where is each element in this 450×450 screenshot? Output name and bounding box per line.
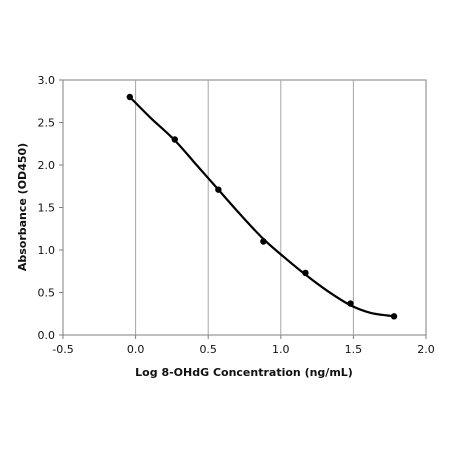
x-tick-label: 2.0 (417, 343, 435, 356)
y-tick-label: 0.5 (38, 287, 56, 300)
x-tick-label: 1.5 (345, 343, 363, 356)
data-point (347, 300, 354, 307)
x-tick-label: -0.5 (52, 343, 73, 356)
y-tick-label: 0.0 (38, 329, 56, 342)
y-axis-title: Absorbance (OD450) (16, 143, 29, 271)
plot-area (62, 79, 427, 336)
y-tick-label: 1.5 (38, 202, 56, 215)
data-point (260, 238, 267, 245)
tick-labels: -0.5 0.0 0.5 1.0 1.5 2.00.00.51.01.52.02.53.0 (38, 74, 435, 356)
x-tick-label: 1.0 (272, 343, 290, 356)
data-point (215, 186, 222, 193)
grid-lines (59, 79, 427, 339)
x-tick-label: 0.5 (199, 343, 217, 356)
x-tick-label: 0.0 (127, 343, 145, 356)
y-tick-label: 2.0 (38, 159, 56, 172)
data-points (126, 93, 398, 320)
data-point (126, 93, 133, 101)
y-tick-label: 3.0 (38, 74, 56, 87)
y-tick-label: 2.5 (38, 117, 56, 130)
data-point (171, 136, 179, 143)
data-point (390, 313, 398, 320)
y-tick-label: 1.0 (38, 244, 56, 257)
x-axis-title: Log 8-OHdG Concentration (ng/mL) (135, 366, 353, 379)
data-point (302, 269, 309, 277)
